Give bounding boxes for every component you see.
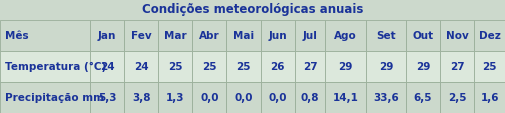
Text: Ago: Ago: [334, 31, 357, 41]
Text: Abr: Abr: [199, 31, 220, 41]
Bar: [226, 82, 261, 113]
Text: 24: 24: [100, 62, 114, 72]
Bar: [406, 20, 440, 51]
Text: Set: Set: [376, 31, 396, 41]
Bar: [325, 20, 366, 51]
Text: 33,6: 33,6: [373, 93, 399, 102]
Bar: [366, 82, 406, 113]
Bar: [325, 82, 366, 113]
Bar: [192, 51, 226, 82]
Text: Mai: Mai: [233, 31, 254, 41]
Bar: [0, 20, 90, 51]
Text: 14,1: 14,1: [333, 93, 359, 102]
Bar: [474, 20, 505, 51]
Text: 3,8: 3,8: [132, 93, 150, 102]
Text: Mar: Mar: [164, 31, 186, 41]
Text: 25: 25: [236, 62, 251, 72]
Bar: [474, 82, 505, 113]
Text: Jan: Jan: [98, 31, 116, 41]
Text: 25: 25: [168, 62, 182, 72]
Text: Mês: Mês: [5, 31, 29, 41]
Bar: [440, 82, 474, 113]
Text: 25: 25: [482, 62, 497, 72]
Text: Dez: Dez: [479, 31, 500, 41]
Bar: [158, 51, 192, 82]
Text: 0,0: 0,0: [268, 93, 287, 102]
Bar: [325, 51, 366, 82]
Bar: [124, 51, 158, 82]
Text: 26: 26: [270, 62, 285, 72]
Bar: [90, 51, 124, 82]
Text: 29: 29: [379, 62, 393, 72]
Text: 0,8: 0,8: [301, 93, 319, 102]
Bar: [124, 20, 158, 51]
Bar: [294, 51, 325, 82]
Text: 0,0: 0,0: [234, 93, 252, 102]
Bar: [440, 20, 474, 51]
Text: 24: 24: [134, 62, 148, 72]
Bar: [124, 82, 158, 113]
Text: 6,5: 6,5: [414, 93, 432, 102]
Bar: [294, 82, 325, 113]
Text: 2,5: 2,5: [448, 93, 467, 102]
Bar: [0, 82, 90, 113]
Bar: [261, 20, 294, 51]
Bar: [158, 82, 192, 113]
Text: Jun: Jun: [268, 31, 287, 41]
Text: Precipitação mm: Precipitação mm: [5, 93, 104, 102]
Text: Jul: Jul: [302, 31, 318, 41]
Text: 1,3: 1,3: [166, 93, 184, 102]
Bar: [406, 51, 440, 82]
Bar: [158, 20, 192, 51]
Bar: [366, 20, 406, 51]
Bar: [226, 20, 261, 51]
Bar: [261, 82, 294, 113]
Bar: [0, 51, 90, 82]
Bar: [192, 82, 226, 113]
Text: Temperatura (°C): Temperatura (°C): [5, 62, 106, 72]
Text: 1,6: 1,6: [480, 93, 499, 102]
Bar: [226, 51, 261, 82]
Text: 25: 25: [202, 62, 217, 72]
Bar: [294, 20, 325, 51]
Text: 29: 29: [416, 62, 430, 72]
Bar: [406, 82, 440, 113]
Bar: [90, 82, 124, 113]
Text: 29: 29: [338, 62, 353, 72]
Text: Out: Out: [413, 31, 434, 41]
Text: 5,3: 5,3: [98, 93, 116, 102]
Text: Fev: Fev: [131, 31, 152, 41]
Bar: [366, 51, 406, 82]
Bar: [90, 20, 124, 51]
Bar: [261, 51, 294, 82]
Text: Nov: Nov: [446, 31, 469, 41]
Text: Condições meteorológicas anuais: Condições meteorológicas anuais: [142, 3, 363, 16]
Bar: [474, 51, 505, 82]
Text: 27: 27: [450, 62, 465, 72]
Bar: [192, 20, 226, 51]
Text: 27: 27: [302, 62, 317, 72]
Text: 0,0: 0,0: [200, 93, 219, 102]
Bar: [440, 51, 474, 82]
